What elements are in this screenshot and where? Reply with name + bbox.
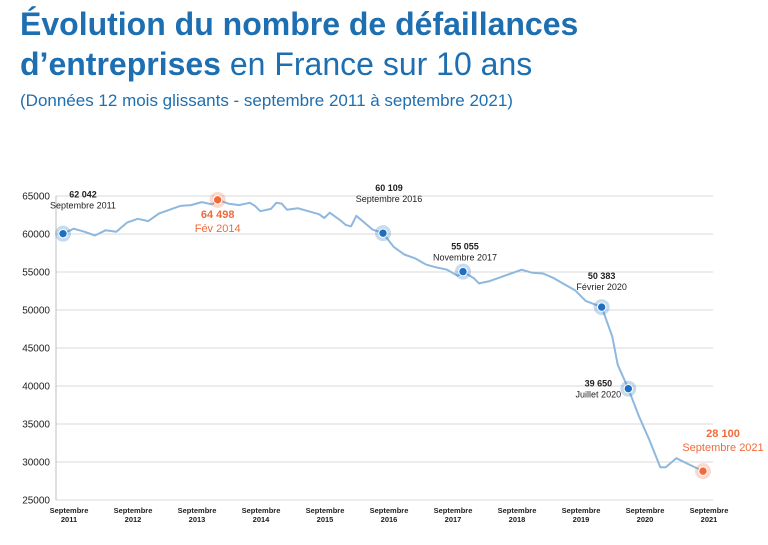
x-tick-label: Septembre [626, 506, 665, 515]
annotation-value: 62 042 [69, 190, 97, 200]
y-tick-label: 30000 [22, 458, 50, 469]
marker-layer [55, 191, 711, 480]
annotation-label: Septembre 2021 [682, 442, 763, 454]
x-tick-label: Septembre [434, 506, 473, 515]
annotation-label: Septembre 2016 [356, 194, 423, 204]
x-tick-label-year: 2012 [125, 515, 142, 524]
x-tick-label-year: 2021 [701, 515, 718, 524]
x-tick-label-year: 2013 [189, 515, 206, 524]
x-tick-label: Septembre [306, 506, 345, 515]
point-marker [58, 228, 68, 239]
title-light-part: en France sur 10 ans [220, 46, 533, 82]
annotation-label: Fév 2014 [195, 223, 241, 235]
annotation-value: 55 055 [451, 242, 479, 252]
annotation-value: 50 383 [588, 271, 616, 281]
annotation-label: Novembre 2017 [433, 253, 497, 263]
grid-layer [56, 195, 713, 501]
page-title-line-2: d’entreprises en France sur 10 ans [20, 44, 760, 84]
line-layer [62, 198, 704, 473]
annotation-value: 60 109 [375, 183, 403, 193]
failures-line-chart: 65000 60000 55000 50000 45000 40000 35000 30000… [22, 183, 764, 525]
annotation-value: 39 650 [585, 379, 613, 389]
page-subtitle: (Données 12 mois glissants - septembre 2… [20, 91, 513, 110]
x-tick-label-year: 2011 [61, 515, 77, 524]
point-marker [698, 466, 708, 476]
annotation-value: 64 498 [201, 209, 235, 221]
x-tick-label: Septembre [562, 506, 601, 515]
y-tick-label: 35000 [22, 420, 50, 431]
x-tick-label-year: 2014 [253, 515, 271, 524]
x-tick-label-year: 2019 [573, 515, 590, 524]
y-tick-label: 50000 [22, 306, 50, 317]
point-marker [378, 228, 388, 238]
point-marker [212, 195, 223, 205]
series-line [62, 198, 704, 473]
title-bold-word: d’entreprises [20, 46, 221, 82]
x-tick-label-year: 2015 [317, 515, 334, 524]
point-marker [596, 302, 607, 312]
title-bold-part: Évolution du nombre de défaillances [20, 6, 579, 42]
y-tick-label: 25000 [22, 496, 50, 507]
y-tick-label: 60000 [22, 230, 50, 241]
annotation-label: Juillet 2020 [576, 390, 622, 400]
y-tick-label: 45000 [22, 344, 50, 355]
page-title-line-1: Évolution du nombre de défaillances [20, 4, 760, 44]
annotation-label: Février 2020 [576, 282, 627, 292]
x-tick-label: Septembre [498, 506, 537, 515]
y-tick-label: 55000 [22, 268, 50, 279]
point-marker [623, 383, 634, 394]
x-tick-label: Septembre [690, 506, 729, 515]
x-tick-label-year: 2020 [637, 515, 654, 524]
x-tick-label-year: 2017 [445, 515, 462, 524]
axis-layer: 65000 60000 55000 50000 45000 40000 35000 30000… [22, 192, 728, 525]
x-tick-label-year: 2018 [509, 515, 526, 524]
x-tick-label: Septembre [242, 506, 281, 515]
title-block: Évolution du nombre de défaillances d’en… [20, 4, 760, 112]
point-marker [458, 266, 468, 277]
annotation-value: 28 100 [706, 428, 740, 440]
x-tick-label: Septembre [50, 506, 89, 515]
x-tick-label: Septembre [178, 506, 217, 515]
x-tick-label: Septembre [370, 506, 409, 515]
annotation-label: Septembre 2011 [50, 201, 116, 211]
y-tick-label: 40000 [22, 382, 50, 393]
x-tick-label-year: 2016 [381, 515, 398, 524]
y-tick-label: 65000 [22, 192, 50, 203]
x-tick-label: Septembre [114, 506, 153, 515]
